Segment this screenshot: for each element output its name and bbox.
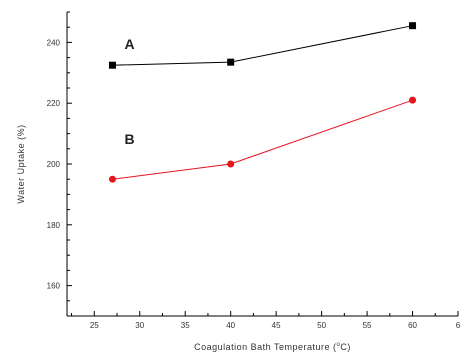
- x-tick-label: 40: [226, 321, 235, 330]
- x-axis-title-unit: C): [340, 342, 351, 352]
- series-label-A: A: [124, 36, 134, 52]
- data-point-A: [227, 58, 235, 66]
- data-point-B: [108, 175, 116, 183]
- x-ticks: 25 30 35 40 45 50 55 60 6: [71, 311, 461, 330]
- x-tick-label: 35: [181, 321, 190, 330]
- y-tick-label: 180: [47, 221, 61, 230]
- y-tick-label: 240: [47, 38, 61, 47]
- y-tick-label: 220: [47, 99, 61, 108]
- x-tick-label: 60: [408, 321, 417, 330]
- y-axis-title: Water Uptake (%): [16, 124, 26, 203]
- x-axis-title-degree: o: [337, 342, 341, 348]
- x-tick-label: 6: [456, 321, 461, 330]
- y-tick-label: 200: [47, 160, 61, 169]
- data-point-B: [409, 96, 417, 104]
- x-tick-label: 30: [135, 321, 144, 330]
- x-axis-title-main: Coagulation Bath Temperature (: [194, 342, 336, 352]
- y-ticks: 160 180 200 220 240: [47, 11, 72, 317]
- series-label-B: B: [124, 131, 134, 147]
- x-tick-label: 25: [90, 321, 99, 330]
- series-layer: AB: [108, 22, 417, 183]
- series-line-B: [112, 99, 413, 180]
- data-point-B: [227, 160, 235, 168]
- x-tick-label: 45: [272, 321, 281, 330]
- y-tick-label: 160: [47, 282, 61, 291]
- axes: [66, 12, 458, 317]
- x-axis-title: Coagulation Bath Temperature (oC): [194, 342, 351, 352]
- x-tick-label: 50: [317, 321, 326, 330]
- x-tick-label: 55: [363, 321, 372, 330]
- data-point-A: [409, 22, 417, 30]
- data-point-A: [108, 61, 116, 69]
- series-line-A: [112, 25, 413, 66]
